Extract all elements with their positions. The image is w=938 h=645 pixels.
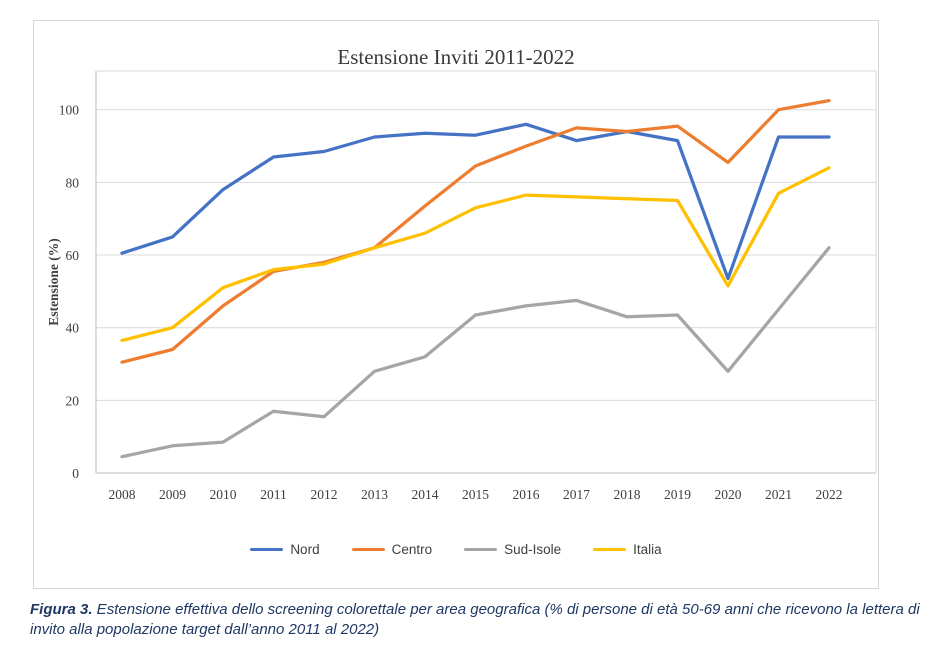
chart-title: Estensione Inviti 2011-2022	[337, 45, 575, 69]
y-tick-label-40: 40	[66, 321, 80, 336]
y-axis-title: Estensione (%)	[46, 238, 61, 325]
y-tick-label-0: 0	[72, 466, 79, 481]
legend-item-sud-isole: Sud-Isole	[464, 542, 561, 557]
x-tick-label-2016: 2016	[513, 487, 540, 502]
x-tick-label-2018: 2018	[614, 487, 641, 502]
series-line-sud-isole	[120, 246, 831, 459]
x-tick-label-2013: 2013	[361, 487, 388, 502]
y-tick-label-80: 80	[66, 175, 80, 190]
legend-label-centro: Centro	[391, 542, 433, 557]
series-line-italia	[120, 166, 831, 343]
x-tick-label-2014: 2014	[412, 487, 439, 502]
legend-label-nord: Nord	[290, 542, 320, 557]
line-plot: 0 20 40 60 80 100 2008 2009 2010 2011 2012 2013 2014…	[46, 70, 877, 502]
legend-item-nord: Nord	[250, 542, 320, 557]
legend-label-italia: Italia	[633, 542, 662, 557]
series-line-nord	[120, 122, 831, 281]
y-tick-label-60: 60	[66, 248, 80, 263]
legend: Nord Centro Sud-Isole Italia	[34, 542, 878, 557]
y-tick-label-20: 20	[66, 393, 80, 408]
x-tick-label-2022: 2022	[816, 487, 843, 502]
x-tick-label-2015: 2015	[462, 487, 489, 502]
chart-figure: 0 20 40 60 80 100 2008 2009 2010 2011 2012 2013 2014…	[33, 20, 879, 589]
figure-caption: Figura 3. Estensione effettiva dello scr…	[30, 600, 926, 640]
legend-swatch-sud-isole	[464, 548, 498, 551]
x-tick-label-2011: 2011	[260, 487, 287, 502]
legend-label-sud-isole: Sud-Isole	[504, 542, 562, 557]
y-tick-label-100: 100	[59, 103, 80, 118]
legend-item-centro: Centro	[351, 542, 433, 557]
x-tick-label-2009: 2009	[159, 487, 186, 502]
figure-caption-label: Figura 3.	[30, 601, 93, 618]
figure-caption-text: Estensione effettiva dello screening col…	[30, 601, 920, 638]
legend-swatch-nord	[250, 548, 284, 551]
x-tick-label-2020: 2020	[715, 487, 742, 502]
x-tick-label-2019: 2019	[664, 487, 691, 502]
x-tick-label-2008: 2008	[109, 487, 136, 502]
legend-swatch-italia	[593, 548, 627, 551]
x-tick-label-2021: 2021	[765, 487, 792, 502]
legend-swatch-centro	[351, 548, 385, 551]
legend-item-italia: Italia	[593, 542, 662, 557]
x-tick-label-2012: 2012	[311, 487, 338, 502]
x-tick-label-2010: 2010	[210, 487, 237, 502]
x-tick-label-2017: 2017	[563, 487, 590, 502]
series-line-centro	[120, 98, 831, 364]
